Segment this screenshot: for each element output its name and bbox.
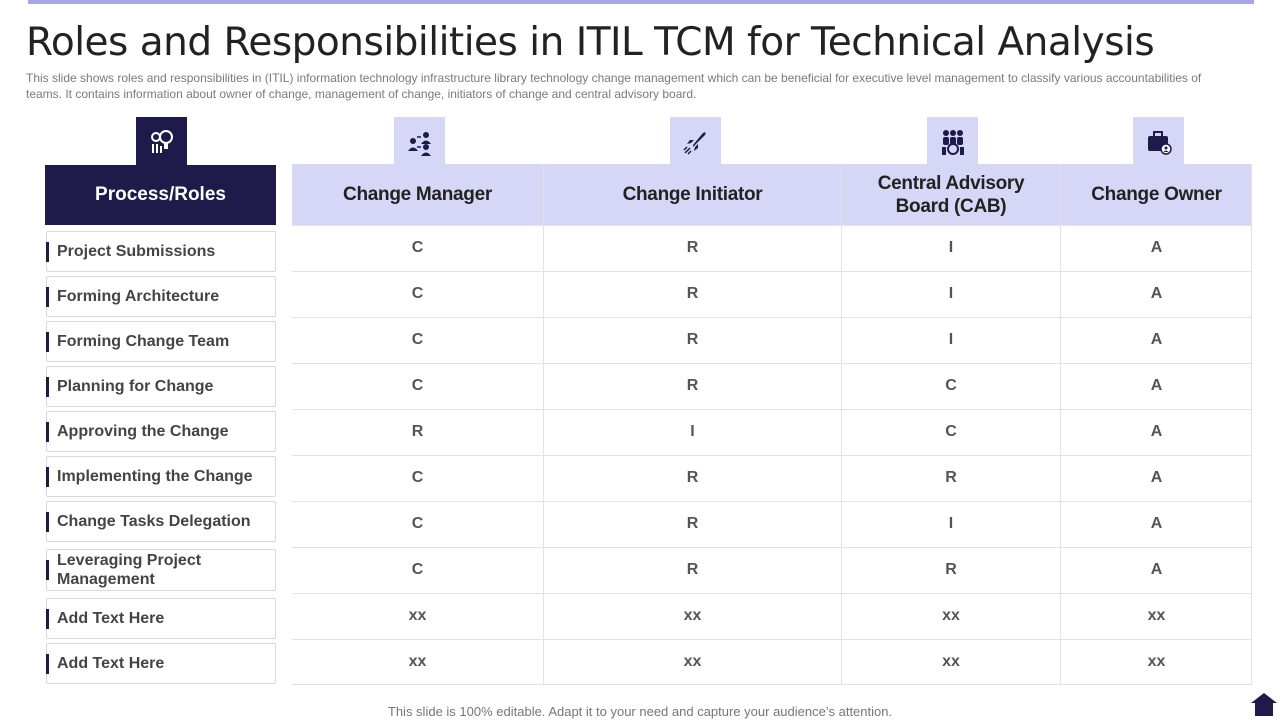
role-label: Planning for Change (57, 378, 214, 395)
grid-line (292, 271, 1252, 272)
matrix-cell: xx (408, 607, 427, 624)
group-meeting-icon (927, 117, 978, 167)
matrix-cell: C (411, 561, 424, 578)
matrix-cell: R (686, 285, 699, 302)
grid-line (1060, 164, 1061, 684)
matrix-cell: C (411, 377, 424, 394)
grid-line (292, 547, 1252, 548)
page-subtitle: This slide shows roles and responsibilit… (26, 71, 1202, 101)
footer-note: This slide is 100% editable. Adapt it to… (387, 704, 893, 719)
matrix-cell: R (686, 469, 699, 486)
matrix-cell: xx (683, 607, 702, 624)
role-label: Forming Change Team (57, 333, 230, 350)
matrix-cell: A (1150, 423, 1163, 440)
matrix-cell: I (690, 423, 695, 440)
grid-line (292, 639, 1252, 640)
role-label: Forming Architecture (57, 288, 220, 305)
grid-line (292, 409, 1252, 410)
home-icon[interactable] (1249, 690, 1279, 718)
role-item: Project Submissions (46, 231, 276, 272)
column-header-change-owner: Change Owner (1061, 164, 1252, 225)
role-item: Forming Change Team (46, 321, 276, 362)
matrix-cell: C (411, 331, 424, 348)
matrix-cell: I (948, 285, 954, 302)
matrix-cell: xx (408, 653, 427, 670)
matrix-cell: R (945, 469, 957, 486)
matrix-cell: A (1150, 331, 1163, 348)
role-item: Approving the Change (46, 411, 276, 452)
grid-line (1251, 164, 1252, 684)
process-roles-header: Process/Roles (45, 165, 276, 225)
matrix-cell: R (945, 561, 957, 578)
grid-line (292, 363, 1252, 364)
column-header-cab: Central Advisory Board (CAB) (842, 164, 1060, 225)
matrix-cell: xx (942, 653, 960, 670)
matrix-cell: R (411, 423, 424, 440)
role-label: Change Tasks Delegation (57, 513, 251, 530)
briefcase-user-icon (1133, 117, 1184, 167)
grid-line (292, 501, 1252, 502)
matrix-cell: A (1150, 239, 1163, 256)
grid-line (292, 593, 1252, 594)
matrix-cell: R (686, 377, 699, 394)
grid-line (292, 225, 1252, 226)
matrix-cell: C (411, 239, 424, 256)
matrix-cell: R (686, 331, 699, 348)
column-header-change-initiator: Change Initiator (544, 164, 841, 225)
role-label: Project Submissions (57, 243, 216, 260)
matrix-cell: A (1150, 285, 1163, 302)
organization-people-icon (394, 117, 445, 167)
grid-line (292, 317, 1252, 318)
role-label: Leveraging Project Management (57, 552, 202, 588)
matrix-cell: C (411, 515, 424, 532)
role-item: Leveraging Project Management (46, 549, 276, 591)
role-label: Approving the Change (57, 423, 229, 440)
role-item: Change Tasks Delegation (46, 501, 276, 542)
role-item: Forming Architecture (46, 276, 276, 317)
matrix-cell: xx (683, 653, 702, 670)
matrix-cell: A (1150, 469, 1163, 486)
matrix-cell: A (1150, 515, 1163, 532)
matrix-cell: xx (1147, 653, 1166, 670)
rocket-launch-icon (670, 117, 721, 167)
role-label: Add Text Here (57, 655, 165, 672)
role-label: Implementing the Change (57, 468, 253, 485)
role-label: Add Text Here (57, 610, 165, 627)
matrix-cell: I (948, 239, 954, 256)
role-item: Planning for Change (46, 366, 276, 407)
grid-line (543, 164, 544, 684)
process-lightbulb-icon (136, 117, 187, 167)
matrix-cell: C (945, 423, 957, 440)
page-title: Roles and Responsibilities in ITIL TCM f… (26, 20, 1155, 65)
grid-line (292, 684, 1252, 685)
column-header-change-manager: Change Manager (292, 164, 543, 225)
role-item: Add Text Here (46, 598, 276, 639)
matrix-cell: A (1150, 561, 1163, 578)
matrix-cell: I (948, 331, 954, 348)
matrix-cell: R (686, 239, 699, 256)
matrix-cell: C (411, 469, 424, 486)
matrix-cell: A (1150, 377, 1163, 394)
top-accent-bar (28, 0, 1254, 4)
role-item: Implementing the Change (46, 456, 276, 497)
grid-line (292, 455, 1252, 456)
matrix-cell: R (686, 561, 699, 578)
matrix-cell: C (945, 377, 957, 394)
matrix-cell: I (948, 515, 954, 532)
role-item: Add Text Here (46, 643, 276, 684)
grid-line (841, 164, 842, 684)
matrix-cell: C (411, 285, 424, 302)
matrix-cell: xx (942, 607, 960, 624)
matrix-cell: R (686, 515, 699, 532)
matrix-cell: xx (1147, 607, 1166, 624)
